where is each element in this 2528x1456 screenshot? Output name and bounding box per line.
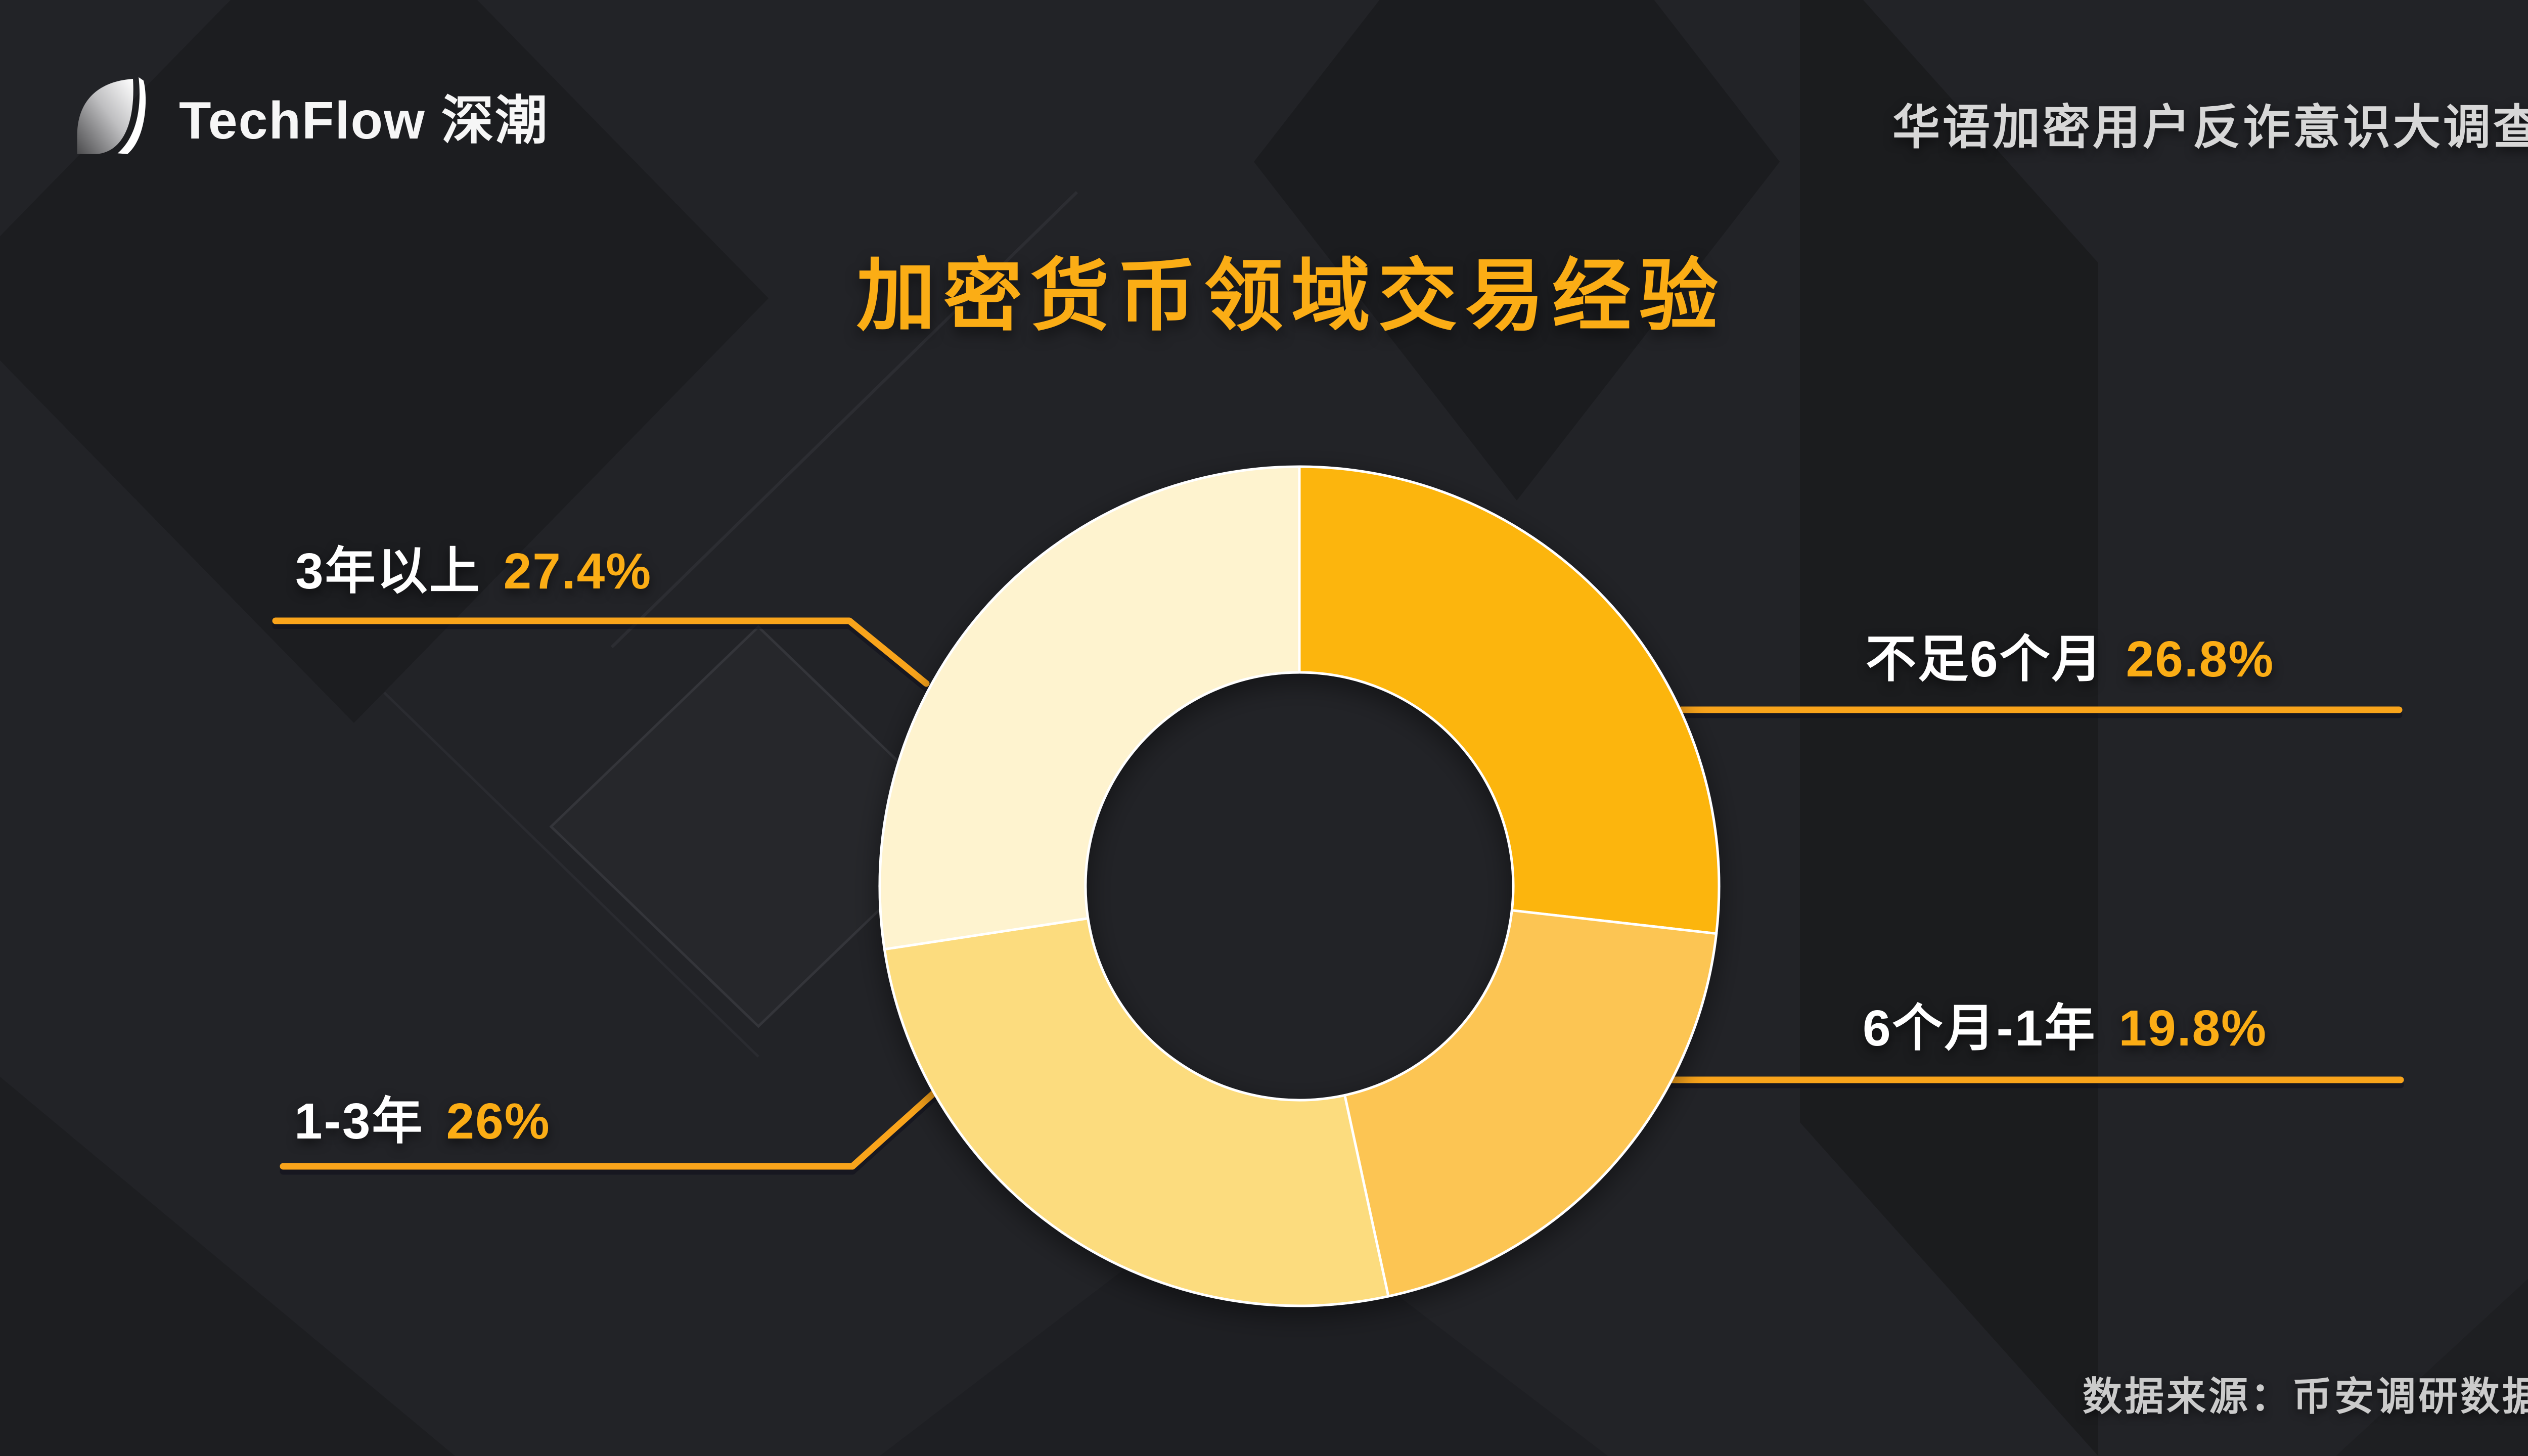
callout-label: 不足6个月 (1866, 631, 2104, 688)
callout-label: 6个月-1年 (1863, 1000, 2097, 1057)
callout-value: 26% (446, 1093, 551, 1150)
donut-segment-1 (1343, 909, 1718, 1298)
donut-segment-3 (878, 465, 1301, 951)
callout-3-years-plus: 3年以上 27.4% (295, 530, 652, 603)
leader-line-3-years-plus (272, 617, 930, 687)
donut-segment-2 (883, 917, 1390, 1307)
callout-label: 3年以上 (295, 543, 481, 600)
techflow-leaf-icon (77, 77, 146, 154)
leader-line-1-3-years (280, 1090, 937, 1170)
page-title: 加密货币领域交易经验 (856, 252, 1726, 340)
callout-1-3-years: 1-3年 26% (294, 1080, 551, 1153)
data-source: 数据来源：币安调研数据 (2082, 1374, 2528, 1419)
logo-text: TechFlow 深潮 (179, 91, 549, 150)
donut-chart (878, 465, 1721, 1307)
techflow-logo: TechFlow 深潮 (70, 75, 549, 156)
callout-value: 26.8% (2126, 631, 2275, 688)
donut-segment-0 (1298, 465, 1721, 935)
survey-headline: 华语加密用户反诈意识大调查 (1892, 101, 2528, 154)
callout-6-months-1-year: 6个月-1年 19.8% (1863, 987, 2267, 1060)
callout-value: 19.8% (2118, 1000, 2268, 1057)
callout-value: 27.4% (503, 543, 652, 600)
callout-under-6-months: 不足6个月 26.8% (1866, 618, 2274, 691)
leader-line-shadows (272, 622, 2404, 1175)
callout-label: 1-3年 (294, 1093, 424, 1150)
